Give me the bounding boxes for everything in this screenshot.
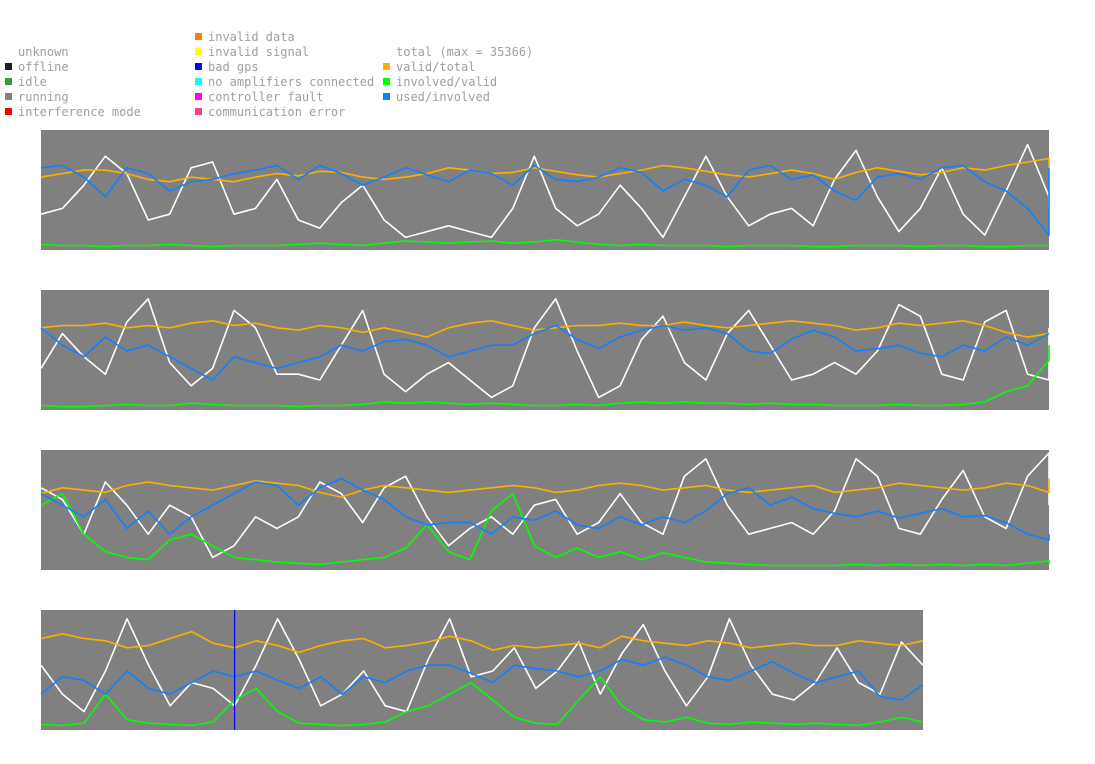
series-line-valid-total [40,630,924,654]
series-line-used-involved [40,324,1050,381]
chart-panel-4 [40,610,924,730]
legend-swatch [195,108,202,115]
legend-swatch [5,63,12,70]
legend-label: valid/total [396,60,476,74]
series-line-used-involved [40,477,1050,541]
series-line-involved-valid [40,238,1049,248]
chart-panel-2 [40,290,1050,410]
chart-panel-3 [40,450,1050,570]
chart-panel-1 [40,130,1050,250]
legend-label: bad gps [208,60,259,74]
series-line-total-max-35366- [40,298,1050,399]
series-line-involved-valid [40,345,1050,408]
series-line-valid-total [40,478,1050,498]
legend-swatch [383,78,390,85]
legend-swatch [5,93,12,100]
legend-label: involved/valid [396,75,498,89]
legend-label: no amplifiers connected [208,75,375,89]
series-line-total-max-35366- [40,143,1050,239]
legend-label: interference mode [18,105,141,119]
legend-label: controller fault [208,90,324,104]
legend-label: offline [18,60,69,74]
legend-swatch [195,63,202,70]
legend-swatch [5,78,12,85]
legend-swatch [5,108,12,115]
legend-swatch [195,33,202,40]
legend-swatch [195,78,202,85]
legend-label: invalid signal [208,45,310,59]
panel-background [41,130,1049,250]
legend-label: invalid data [208,30,295,44]
legend-label: used/involved [396,90,490,104]
legend-swatch [383,63,390,70]
legend-label: running [18,90,69,104]
legend-label: unknown [18,45,69,59]
series-line-involved-valid [40,492,1050,567]
series-line-total-max-35366- [40,618,924,713]
chart-legend: unknown offline idle running interference mo… [0,0,1095,125]
series-line-involved-valid [40,676,924,727]
legend-swatch [195,48,202,55]
series-line-used-involved [40,164,1050,236]
series-line-total-max-35366- [40,452,1050,559]
panel-background [41,610,923,730]
series-line-used-involved [40,656,924,701]
legend-label: idle [18,75,47,89]
legend-swatch [195,93,202,100]
legend-swatch [383,93,390,100]
legend-label: total (max = 35366) [396,45,534,59]
panel-background [41,290,1049,410]
legend-label: communication error [208,105,346,119]
